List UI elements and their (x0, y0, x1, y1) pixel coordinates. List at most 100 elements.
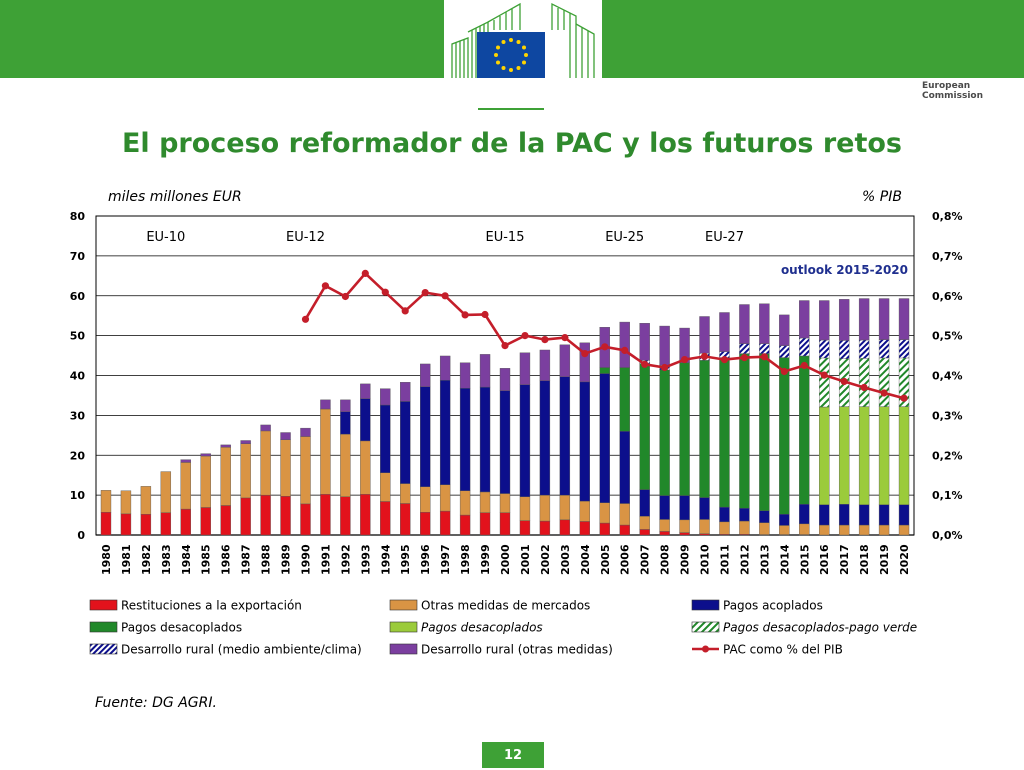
left-axis-title: miles millones EUR (108, 189, 242, 205)
flag-star-icon (522, 46, 526, 50)
bar-segment (700, 360, 710, 497)
x-tick-label: 1989 (280, 544, 293, 575)
bar-segment (899, 505, 909, 525)
bar-segment (719, 507, 729, 522)
x-tick-label: 2009 (679, 544, 692, 575)
legend-swatch (390, 600, 417, 610)
bar-segment (859, 505, 869, 525)
bar-segment (480, 492, 490, 513)
bar-segment (779, 525, 789, 534)
right-tick-label: 0,8% (932, 210, 963, 223)
legend-label: Pagos desacoplados (421, 621, 543, 635)
bar-segment (201, 456, 211, 507)
bar-segment (620, 431, 630, 503)
legend-label: Desarrollo rural (otras medidas) (421, 643, 613, 657)
bar-segment (500, 513, 510, 535)
legend-label: Pagos desacoplados (121, 621, 242, 635)
bar-segment (400, 484, 410, 504)
bar-segment (500, 494, 510, 513)
bar-segment (161, 472, 171, 513)
bar-segment (779, 514, 789, 525)
x-tick-label: 2020 (898, 544, 911, 575)
bar-segment (600, 503, 610, 523)
pac-gdp-point (541, 336, 548, 343)
right-tick-label: 0,0% (932, 529, 963, 542)
bar-segment (340, 400, 350, 412)
bar-segment (360, 399, 370, 441)
bar-segment (580, 382, 590, 501)
x-tick-label: 2004 (579, 544, 592, 575)
x-tick-label: 2007 (639, 544, 652, 575)
bar-segment (600, 368, 610, 374)
bar-segment (560, 495, 570, 520)
x-tick-label: 1990 (300, 544, 313, 575)
bar-segment (221, 447, 231, 505)
bar-segment (799, 504, 809, 524)
bar-segment (899, 525, 909, 535)
left-tick-label: 70 (70, 250, 86, 263)
outlook-label: outlook 2015-2020 (781, 263, 908, 277)
bar-segment (420, 387, 430, 487)
ec-logo: European Commission (444, 0, 602, 112)
bar-segment (540, 381, 550, 495)
pac-gdp-point (900, 395, 907, 402)
bar-segment (420, 487, 430, 513)
page-number: 12 (482, 742, 544, 768)
bar-segment (161, 513, 171, 535)
pac-gdp-point (302, 316, 309, 323)
bar-segment (859, 358, 869, 406)
bar-segment (480, 513, 490, 535)
right-tick-label: 0,5% (932, 330, 963, 343)
pac-gdp-point (681, 356, 688, 363)
bar-segment (181, 509, 191, 535)
flag-star-icon (496, 61, 500, 65)
bar-segment (380, 502, 390, 536)
flag-star-icon (509, 68, 513, 72)
flag-star-icon (496, 46, 500, 50)
bar-segment (600, 374, 610, 503)
bar-segment (261, 431, 271, 495)
bar-segment (859, 299, 869, 340)
pac-gdp-point (581, 350, 588, 357)
flag-star-icon (517, 66, 521, 70)
bar-segment (739, 354, 749, 509)
bar-segment (819, 358, 829, 407)
right-axis-title: % PIB (862, 189, 902, 205)
logo-line-2: Commission (922, 91, 983, 101)
x-tick-label: 1993 (359, 544, 372, 575)
legend-swatch (90, 644, 117, 654)
bar-segment (899, 299, 909, 340)
pac-gdp-point (881, 389, 888, 396)
bar-segment (680, 496, 690, 520)
legend-point-swatch (702, 646, 709, 653)
bar-segment (261, 495, 271, 535)
pac-gdp-point (801, 362, 808, 369)
bar-segment (859, 407, 869, 505)
bar-segment (400, 401, 410, 483)
right-tick-label: 0,6% (932, 290, 963, 303)
bar-segment (340, 412, 350, 434)
bar-segment (680, 520, 690, 533)
bar-segment (420, 512, 430, 535)
pac-gdp-point (701, 353, 708, 360)
bar-segment (819, 525, 829, 535)
right-tick-label: 0,2% (932, 449, 963, 462)
pac-gdp-point (661, 364, 668, 371)
bar-segment (460, 363, 470, 389)
flag-star-icon (517, 40, 521, 44)
bar-segment (660, 326, 670, 365)
x-tick-label: 2017 (838, 544, 851, 575)
bar-segment (879, 340, 889, 358)
bar-segment (739, 521, 749, 534)
bar-segment (560, 377, 570, 495)
right-tick-label: 0,7% (932, 250, 963, 263)
flag-star-icon (522, 61, 526, 65)
bar-segment (320, 409, 330, 494)
x-tick-label: 2008 (659, 544, 672, 575)
pac-gdp-point (781, 368, 788, 375)
flag-star-icon (502, 40, 506, 44)
bar-segment (500, 368, 510, 390)
x-tick-label: 2003 (559, 544, 572, 575)
x-tick-label: 1985 (200, 544, 213, 575)
bar-segment (201, 454, 211, 456)
